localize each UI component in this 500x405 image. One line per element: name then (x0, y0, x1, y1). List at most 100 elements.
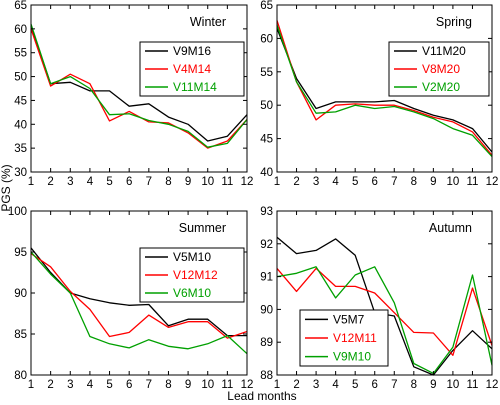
x-tick-label: 8 (411, 379, 417, 391)
x-tick-label: 6 (126, 379, 132, 391)
x-tick-label: 1 (28, 379, 34, 391)
legend-label: V6M10 (173, 286, 211, 300)
x-axis-label: Lead months (227, 389, 296, 403)
x-tick-label: 4 (87, 379, 94, 391)
y-tick-label: 65 (260, 0, 273, 12)
x-tick-label: 7 (146, 176, 152, 188)
x-tick-label: 3 (67, 176, 73, 188)
legend-label: V12M11 (333, 331, 377, 345)
x-tick-label: 9 (185, 176, 191, 188)
x-tick-label: 9 (430, 379, 436, 391)
y-tick-label: 90 (260, 304, 273, 316)
series-line-v9m16 (30, 26, 248, 142)
panel-title: Autumn (429, 221, 472, 235)
x-tick-label: 12 (241, 379, 254, 391)
y-tick-label: 30 (14, 167, 27, 179)
x-tick-label: 2 (293, 176, 299, 188)
legend-label: V4M14 (173, 62, 211, 76)
y-tick-label: 50 (14, 72, 27, 84)
x-tick-label: 10 (447, 176, 460, 188)
y-tick-label: 50 (260, 100, 273, 112)
y-tick-label: 93 (260, 206, 273, 218)
x-tick-label: 10 (447, 379, 460, 391)
x-tick-label: 6 (126, 176, 132, 188)
y-axis-label: PGS (%) (0, 164, 13, 211)
plot-frame (276, 4, 493, 173)
legend-label: V5M10 (173, 250, 211, 264)
y-tick-label: 40 (260, 167, 273, 179)
legend-label: V11M14 (173, 80, 217, 94)
y-tick-label: 90 (14, 288, 27, 300)
legend-label: V5M7 (333, 312, 365, 326)
legend: V11M20 V8M20 V2M20 (388, 41, 490, 97)
legend-label: V9M10 (333, 350, 371, 364)
x-tick-label: 11 (221, 379, 233, 391)
series-line-v6m10 (30, 251, 248, 355)
y-tick-label: 45 (260, 134, 273, 146)
legend-label: V12M12 (173, 268, 218, 282)
plot-frame (276, 210, 493, 376)
legend-label: V9M16 (173, 44, 211, 58)
series-line-v2m20 (276, 24, 493, 158)
x-tick-label: 12 (486, 176, 499, 188)
x-tick-label: 4 (332, 176, 339, 188)
y-tick-label: 60 (14, 24, 27, 36)
panel-title: Winter (190, 15, 226, 29)
x-tick-label: 10 (201, 379, 214, 391)
x-tick-label: 6 (372, 379, 378, 391)
y-tick-label: 88 (260, 370, 273, 382)
panel-title: Summer (179, 221, 226, 235)
chart-panel-spring: 1 2 3 4 5 6 7 8 9 10 11 12404550556065SpringV11M20V… (260, 0, 498, 188)
y-tick-label: 92 (260, 239, 273, 251)
x-tick-label: 5 (106, 176, 112, 188)
y-tick-label: 80 (14, 370, 27, 382)
x-tick-label: 3 (67, 379, 73, 391)
y-tick-label: 95 (14, 247, 27, 259)
x-tick-label: 4 (87, 176, 94, 188)
x-tick-label: 11 (221, 176, 233, 188)
legend: V5M7 V12M11 V9M10 (299, 309, 389, 367)
x-tick-label: 1 (274, 176, 280, 188)
x-tick-label: 3 (313, 379, 319, 391)
x-tick-label: 2 (47, 379, 53, 391)
x-tick-label: 4 (332, 379, 339, 391)
x-tick-label: 8 (411, 176, 417, 188)
x-tick-label: 2 (47, 176, 53, 188)
y-tick-label: 91 (260, 272, 273, 284)
x-tick-label: 9 (430, 176, 436, 188)
plot-frame (30, 4, 248, 173)
x-tick-label: 5 (352, 379, 358, 391)
series-line-v12m11 (276, 267, 493, 356)
y-tick-label: 65 (14, 0, 27, 12)
x-tick-label: 5 (352, 176, 358, 188)
series-line-v12m12 (30, 253, 248, 339)
x-tick-label: 12 (241, 176, 254, 188)
legend-label: V11M20 (422, 44, 466, 58)
x-tick-label: 5 (106, 379, 112, 391)
y-tick-label: 35 (14, 143, 27, 155)
y-tick-label: 55 (260, 67, 273, 79)
y-tick-label: 40 (14, 119, 27, 131)
x-tick-label: 1 (274, 379, 280, 391)
y-tick-label: 45 (14, 95, 27, 107)
x-tick-label: 9 (185, 379, 191, 391)
series-line-v11m14 (30, 23, 248, 148)
x-tick-label: 3 (313, 176, 319, 188)
x-tick-label: 11 (466, 176, 478, 188)
series-line-v8m20 (276, 20, 493, 156)
legend-label: V8M20 (422, 62, 460, 76)
x-tick-label: 7 (146, 379, 152, 391)
series-line-v11m20 (276, 28, 493, 153)
y-tick-label: 100 (8, 206, 27, 218)
y-tick-label: 89 (260, 337, 273, 349)
panel-title: Spring (436, 15, 472, 29)
legend: V5M10 V12M12 V6M10 (139, 247, 245, 303)
x-tick-label: 6 (372, 176, 378, 188)
x-tick-label: 1 (28, 176, 34, 188)
x-tick-label: 11 (466, 379, 478, 391)
x-tick-label: 8 (165, 176, 171, 188)
x-tick-label: 2 (293, 379, 299, 391)
chart-panel-autumn: 1 2 3 4 5 6 7 8 9 10 11 12888990919293AutumnV5M7V12… (260, 206, 498, 391)
x-tick-label: 8 (165, 379, 171, 391)
